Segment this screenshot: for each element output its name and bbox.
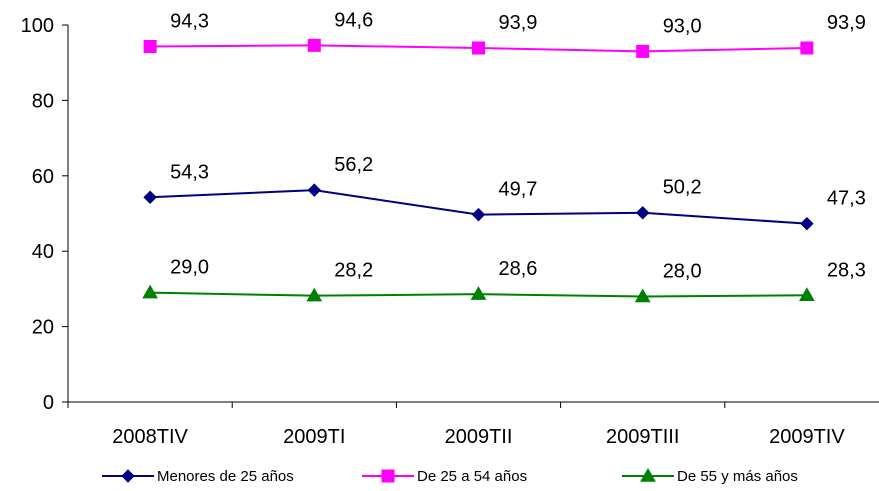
series-layer <box>142 38 815 303</box>
legend-marker <box>121 469 135 483</box>
data-point <box>472 41 485 55</box>
data-label: 29,0 <box>170 257 209 279</box>
legend-item: De 25 a 54 años <box>362 468 527 485</box>
data-label: 28,6 <box>499 258 538 280</box>
data-point <box>471 207 486 222</box>
x-tick-label: 2009TIV <box>769 426 845 448</box>
y-tick-label: 20 <box>32 317 54 339</box>
data-point <box>800 216 814 231</box>
data-label: 93,9 <box>827 12 866 34</box>
y-tick-label: 0 <box>43 392 54 414</box>
legend-label: De 25 a 54 años <box>417 468 527 485</box>
data-point <box>306 287 323 302</box>
data-label: 28,0 <box>663 260 702 282</box>
axes: 0 20 40 60 80 100 2008TIV 2009TI 2009TII 2009TIII… <box>21 15 879 448</box>
x-tick-label: 2009TII <box>445 426 513 448</box>
legend-marker <box>381 469 395 483</box>
data-point <box>142 284 158 299</box>
legend-item: Menores de 25 años <box>102 468 294 485</box>
data-label: 56,2 <box>334 154 373 176</box>
legend-label: Menores de 25 años <box>157 468 294 485</box>
data-label: 94,6 <box>334 9 373 31</box>
data-label: 49,7 <box>499 179 538 201</box>
series-3 <box>142 284 815 303</box>
data-point <box>800 41 814 55</box>
data-point <box>143 39 157 53</box>
data-point <box>636 44 650 58</box>
legend: Menores de 25 años De 25 a 54 años De 55 y… <box>102 467 798 485</box>
legend-item: De 55 y más años <box>622 467 798 485</box>
data-label: 28,2 <box>334 260 373 282</box>
data-point <box>470 286 487 300</box>
x-tick-label: 2009TIII <box>606 426 679 448</box>
data-point <box>143 190 157 204</box>
legend-label: De 55 y más años <box>677 468 798 485</box>
data-label: 47,3 <box>827 188 866 210</box>
x-tick-label: 2008TIV <box>112 426 188 448</box>
y-tick-label: 40 <box>32 241 54 263</box>
data-labels: 54,3 56,2 49,7 50,2 47,3 94,3 94,6 93,9 93,0 93,9… <box>170 9 866 282</box>
data-point <box>799 287 815 302</box>
data-point <box>307 183 322 197</box>
data-point <box>634 288 651 303</box>
y-tick-label: 100 <box>21 15 54 37</box>
data-label: 94,3 <box>170 10 209 32</box>
series-2 <box>143 38 814 58</box>
data-point <box>635 206 650 220</box>
data-label: 28,3 <box>827 259 866 281</box>
data-label: 93,0 <box>663 15 702 37</box>
legend-marker <box>640 467 656 482</box>
data-point <box>307 38 321 52</box>
series-1 <box>143 183 814 231</box>
data-label: 54,3 <box>170 161 209 183</box>
x-tick-label: 2009TI <box>283 426 345 448</box>
data-label: 50,2 <box>663 177 702 199</box>
y-tick-label: 80 <box>32 90 54 112</box>
data-label: 93,9 <box>499 12 538 34</box>
y-tick-label: 60 <box>32 166 54 188</box>
